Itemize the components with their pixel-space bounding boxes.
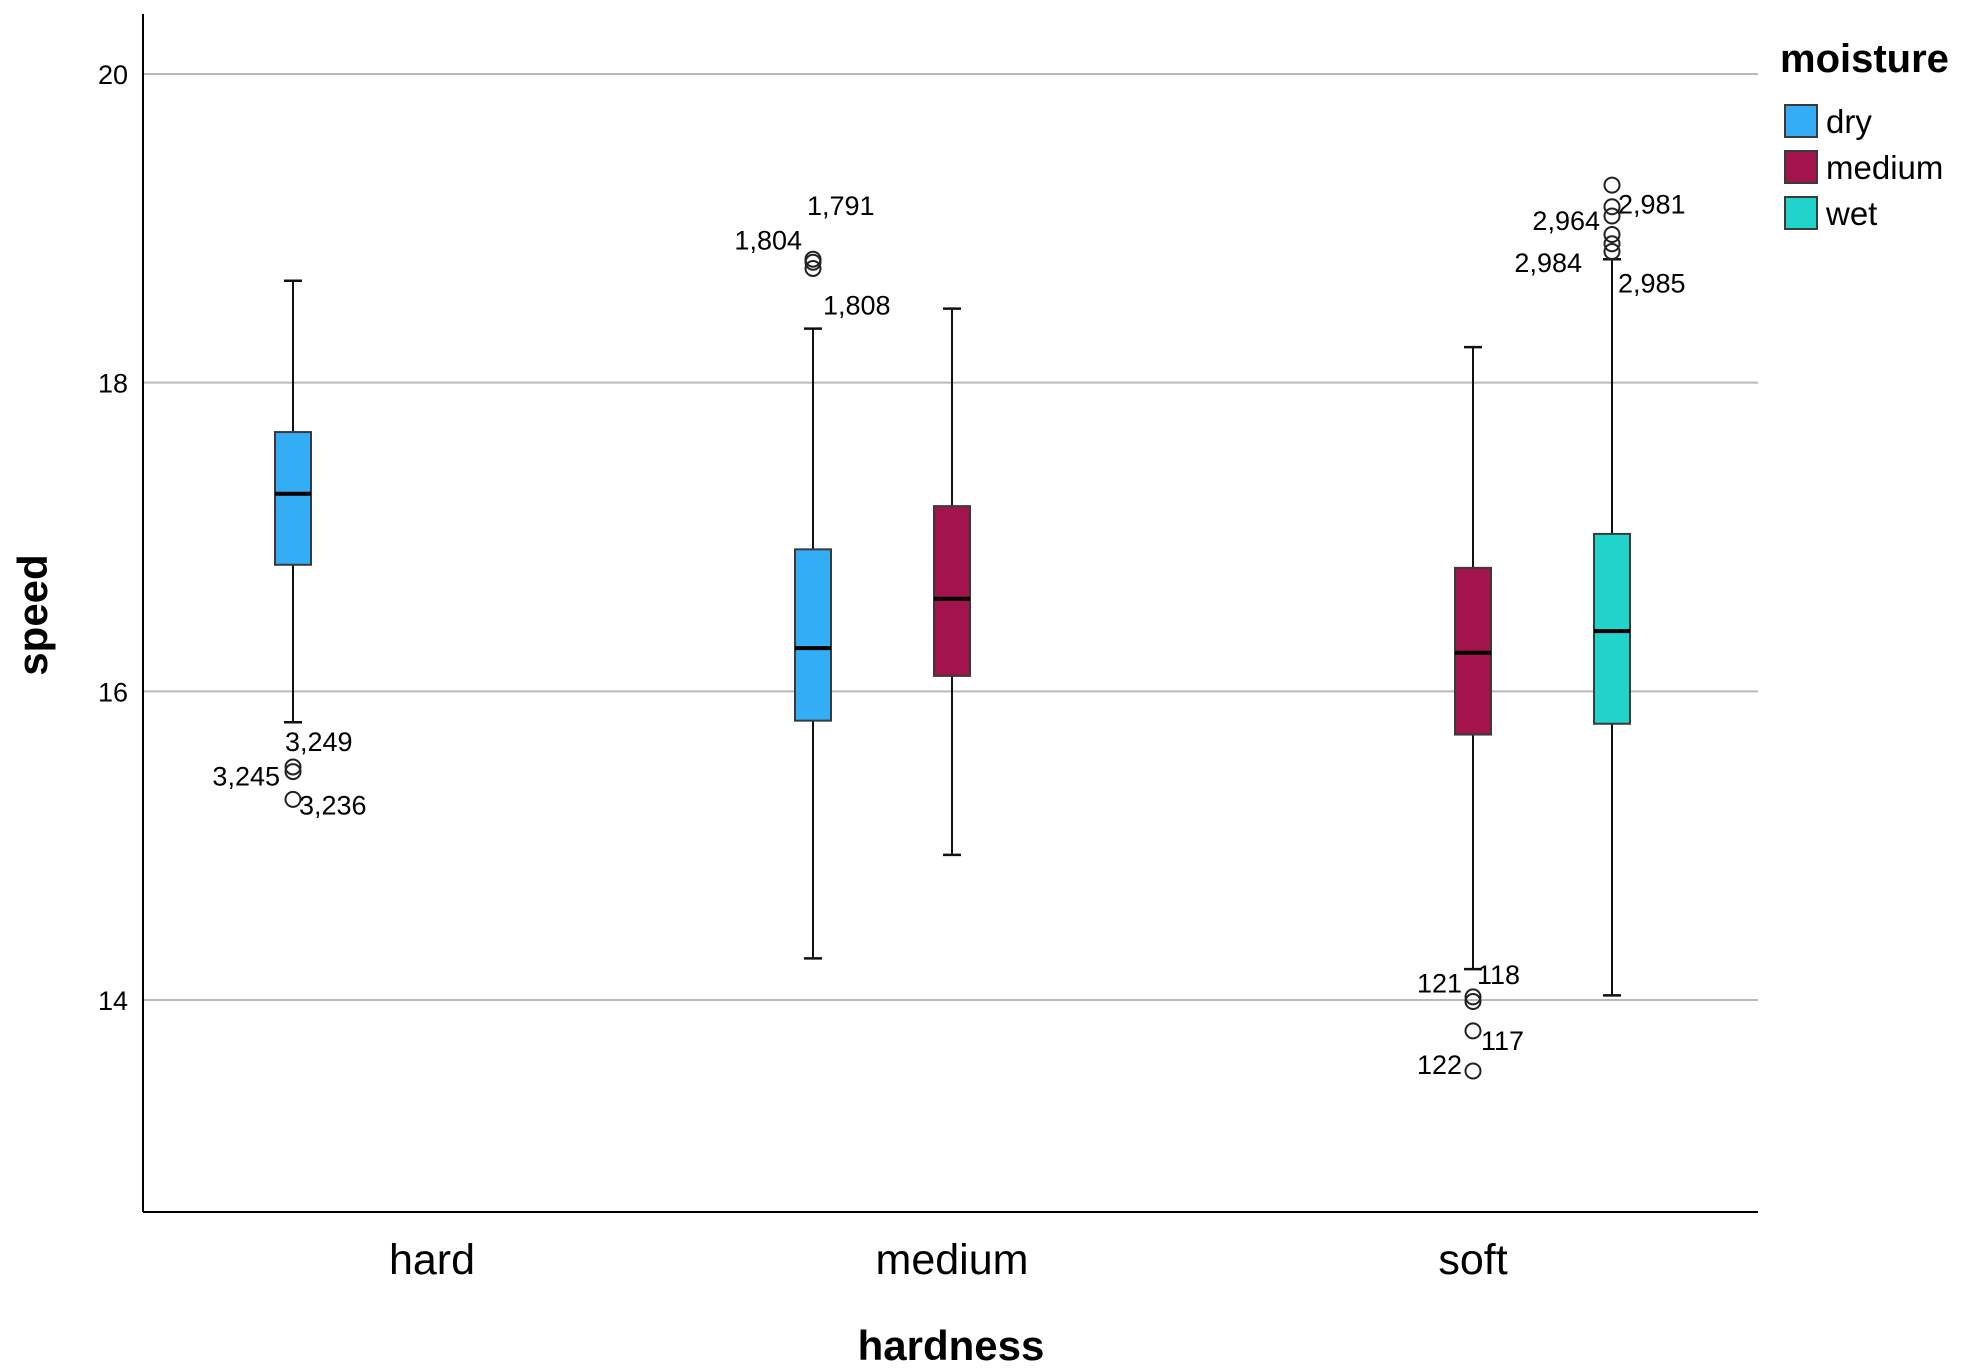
- x-axis-title: hardness: [858, 1322, 1045, 1369]
- outlier-point: [1603, 176, 1621, 194]
- outlier-label: 122: [1417, 1050, 1462, 1080]
- y-tick-label: 18: [98, 369, 128, 399]
- outlier-label: 1,804: [734, 225, 802, 255]
- outlier-label: 118: [1477, 960, 1520, 990]
- outlier-point: [804, 253, 822, 271]
- box-series: [274, 257, 1631, 997]
- legend-item-wet: wet: [1784, 195, 1877, 232]
- outlier-point: [1603, 207, 1621, 225]
- legend-item-dry: dry: [1784, 103, 1872, 140]
- outlier-label: 2,984: [1514, 248, 1582, 278]
- outlier-label: 121: [1417, 969, 1462, 999]
- outlier-label: 2,964: [1532, 206, 1600, 236]
- y-axis-title: speed: [9, 554, 56, 675]
- box-soft-medium: [1454, 345, 1492, 971]
- legend-label: medium: [1826, 149, 1943, 186]
- box-medium-dry: [794, 327, 832, 960]
- legend-label: wet: [1825, 195, 1877, 232]
- outlier-point: [284, 758, 302, 776]
- y-tick-label: 20: [98, 60, 128, 90]
- outlier-label: 1,791: [807, 191, 875, 221]
- outlier-point: [1603, 242, 1621, 260]
- y-tick-label: 16: [98, 677, 128, 707]
- outlier-label: 3,245: [212, 762, 280, 792]
- outlier-point: [284, 763, 302, 781]
- outlier-point: [1603, 226, 1621, 244]
- outlier-point: [1464, 993, 1482, 1011]
- outlier-label: 1,808: [823, 290, 891, 320]
- axes: [142, 14, 1758, 1213]
- legend-swatch: [1784, 150, 1818, 184]
- box-iqr: [1593, 532, 1631, 725]
- outlier-point: [284, 790, 302, 808]
- x-category-hard: hard: [389, 1236, 475, 1284]
- box-iqr: [794, 548, 832, 722]
- outlier-point: [804, 259, 822, 277]
- outlier-point: [1464, 988, 1482, 1006]
- x-category-medium: medium: [876, 1236, 1029, 1284]
- outlier-point: [1603, 235, 1621, 253]
- box-hard-dry: [274, 279, 312, 724]
- box-iqr: [933, 505, 971, 677]
- legend-label: dry: [1826, 103, 1872, 140]
- legend-swatch: [1784, 104, 1818, 138]
- outlier-label: 3,249: [285, 727, 353, 757]
- outlier-point: [1603, 198, 1621, 216]
- x-category-labels: hard medium soft: [389, 1236, 1508, 1284]
- y-tick-labels: 14 16 18 20: [98, 60, 128, 1016]
- y-tick-label: 14: [98, 986, 128, 1016]
- legend: moisture dry medium wet: [1780, 37, 1949, 232]
- box-iqr: [274, 431, 312, 566]
- outlier-label: 117: [1481, 1026, 1524, 1056]
- box-medium-medium: [933, 307, 971, 857]
- legend-title: moisture: [1780, 37, 1949, 81]
- x-category-soft: soft: [1438, 1236, 1507, 1284]
- outlier-label: 3,236: [299, 790, 367, 820]
- outlier-point: [1464, 1062, 1482, 1080]
- legend-swatch: [1784, 196, 1818, 230]
- outlier-point: [1464, 1022, 1482, 1040]
- legend-item-medium: medium: [1784, 149, 1943, 186]
- outlier-label: 2,981: [1618, 190, 1686, 220]
- outlier-label: 2,985: [1618, 268, 1686, 298]
- box-soft-wet: [1593, 257, 1631, 997]
